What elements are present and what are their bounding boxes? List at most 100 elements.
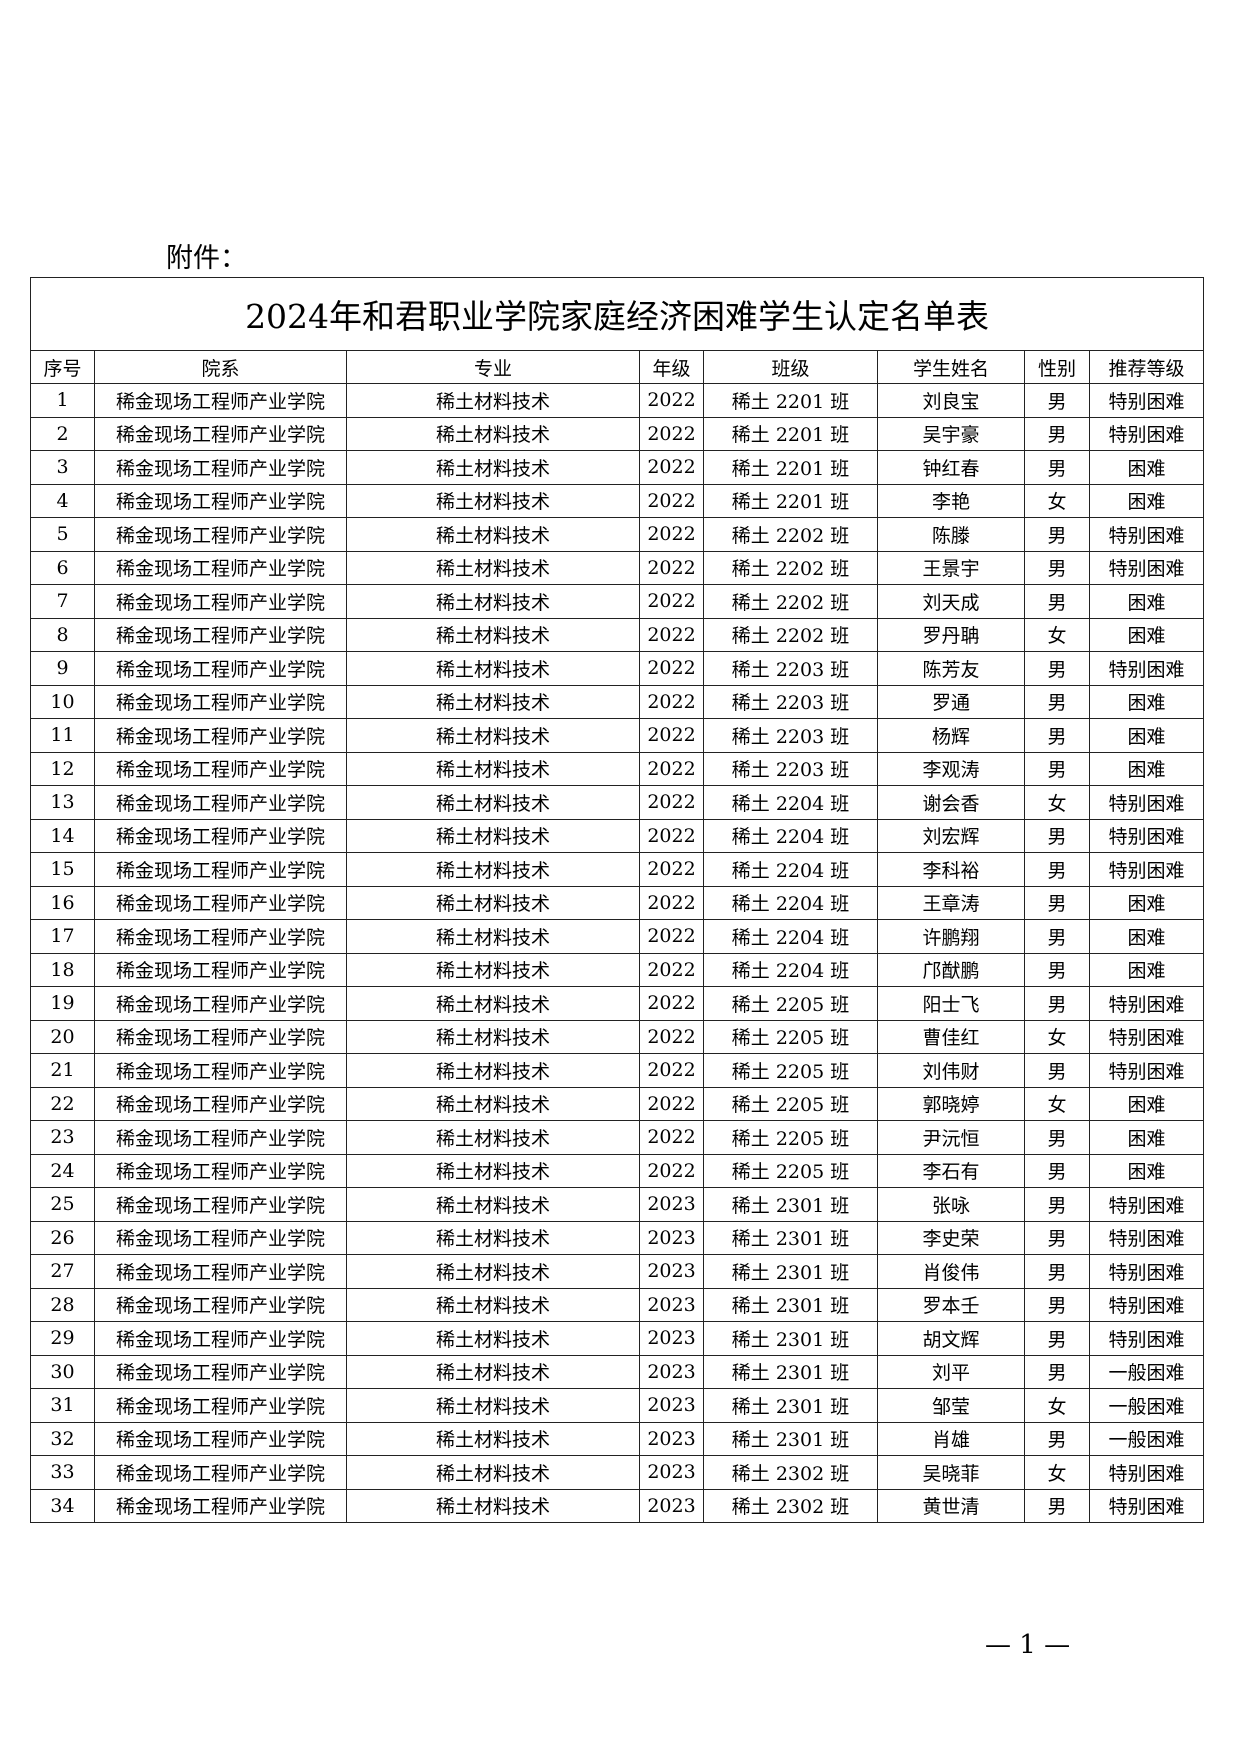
table-row: 32 稀金现场工程师产业学院 稀土材料技术 2023 稀土 2301 班肖雄男一般困难 — [30, 1421, 1205, 1456]
cell-level: 特别困难 — [1088, 1220, 1205, 1255]
cell-student-name: 吴晓菲 — [877, 1455, 1025, 1490]
cell-index: 13 — [30, 785, 95, 820]
cell-grade: 2023 — [639, 1321, 704, 1356]
cell-department: 稀金现场工程师产业学院 — [94, 517, 347, 552]
cell-department: 稀金现场工程师产业学院 — [94, 952, 347, 987]
cell-department: 稀金现场工程师产业学院 — [94, 818, 347, 853]
cell-index: 16 — [30, 885, 95, 920]
table-row: 30 稀金现场工程师产业学院 稀土材料技术 2023 稀土 2301 班刘平男一般困难 — [30, 1354, 1205, 1389]
table-row: 21 稀金现场工程师产业学院 稀土材料技术 2022 稀土 2205 班刘伟财男特别困难 — [30, 1053, 1205, 1088]
cell-level: 困难 — [1088, 450, 1205, 485]
cell-department: 稀金现场工程师产业学院 — [94, 919, 347, 954]
cell-index: 28 — [30, 1287, 95, 1322]
cell-student-name: 谢会香 — [877, 785, 1025, 820]
table-row: 11 稀金现场工程师产业学院 稀土材料技术 2022 稀土 2203 班杨辉男困难 — [30, 718, 1205, 753]
cell-index: 5 — [30, 517, 95, 552]
cell-class: 稀土 2205 班 — [703, 1086, 878, 1121]
cell-class: 稀土 2205 班 — [703, 1120, 878, 1155]
cell-department: 稀金现场工程师产业学院 — [94, 885, 347, 920]
cell-gender: 男 — [1024, 952, 1090, 987]
cell-department: 稀金现场工程师产业学院 — [94, 751, 347, 786]
cell-level: 特别困难 — [1088, 852, 1205, 887]
cell-index: 32 — [30, 1421, 95, 1456]
cell-grade: 2023 — [639, 1220, 704, 1255]
cell-student-name: 吴宇豪 — [877, 416, 1025, 451]
table-row: 3 稀金现场工程师产业学院 稀土材料技术 2022 稀土 2201 班钟红春男困难 — [30, 450, 1205, 485]
cell-class: 稀土 2302 班 — [703, 1488, 878, 1523]
table-row: 24 稀金现场工程师产业学院 稀土材料技术 2022 稀土 2205 班李石有男困难 — [30, 1153, 1205, 1188]
cell-grade: 2023 — [639, 1287, 704, 1322]
cell-gender: 男 — [1024, 1354, 1090, 1389]
table-row: 26 稀金现场工程师产业学院 稀土材料技术 2023 稀土 2301 班李史荣男特别困难 — [30, 1220, 1205, 1255]
cell-index: 23 — [30, 1120, 95, 1155]
cell-student-name: 李史荣 — [877, 1220, 1025, 1255]
cell-level: 特别困难 — [1088, 986, 1205, 1021]
cell-level: 特别困难 — [1088, 1455, 1205, 1490]
cell-student-name: 邹莹 — [877, 1388, 1025, 1423]
cell-index: 10 — [30, 684, 95, 719]
cell-index: 29 — [30, 1321, 95, 1356]
cell-major: 稀土材料技术 — [346, 517, 640, 552]
cell-department: 稀金现场工程师产业学院 — [94, 1120, 347, 1155]
cell-level: 特别困难 — [1088, 416, 1205, 451]
cell-grade: 2022 — [639, 416, 704, 451]
cell-major: 稀土材料技术 — [346, 1220, 640, 1255]
table-row: 33 稀金现场工程师产业学院 稀土材料技术 2023 稀土 2302 班吴晓菲女特别困难 — [30, 1455, 1205, 1490]
cell-index: 8 — [30, 617, 95, 652]
header-col-gender: 性别 — [1024, 350, 1090, 384]
cell-level: 一般困难 — [1088, 1354, 1205, 1389]
cell-department: 稀金现场工程师产业学院 — [94, 718, 347, 753]
cell-department: 稀金现场工程师产业学院 — [94, 852, 347, 887]
cell-grade: 2022 — [639, 684, 704, 719]
cell-class: 稀土 2301 班 — [703, 1254, 878, 1289]
cell-class: 稀土 2204 班 — [703, 885, 878, 920]
table-row: 27 稀金现场工程师产业学院 稀土材料技术 2023 稀土 2301 班肖俊伟男特别困难 — [30, 1254, 1205, 1289]
cell-department: 稀金现场工程师产业学院 — [94, 1053, 347, 1088]
cell-class: 稀土 2301 班 — [703, 1354, 878, 1389]
cell-student-name: 刘伟财 — [877, 1053, 1025, 1088]
cell-student-name: 杨辉 — [877, 718, 1025, 753]
cell-class: 稀土 2301 班 — [703, 1220, 878, 1255]
cell-major: 稀土材料技术 — [346, 751, 640, 786]
cell-department: 稀金现场工程师产业学院 — [94, 1254, 347, 1289]
cell-major: 稀土材料技术 — [346, 1120, 640, 1155]
cell-class: 稀土 2301 班 — [703, 1321, 878, 1356]
cell-level: 特别困难 — [1088, 383, 1205, 418]
cell-index: 30 — [30, 1354, 95, 1389]
cell-level: 特别困难 — [1088, 818, 1205, 853]
cell-grade: 2023 — [639, 1354, 704, 1389]
cell-index: 15 — [30, 852, 95, 887]
cell-index: 17 — [30, 919, 95, 954]
header-col-class: 班级 — [703, 350, 878, 384]
cell-level: 特别困难 — [1088, 1488, 1205, 1523]
header-col-index: 序号 — [30, 350, 95, 384]
cell-class: 稀土 2202 班 — [703, 584, 878, 619]
cell-gender: 男 — [1024, 852, 1090, 887]
table-row: 16 稀金现场工程师产业学院 稀土材料技术 2022 稀土 2204 班王章涛男困难 — [30, 885, 1205, 920]
cell-department: 稀金现场工程师产业学院 — [94, 1153, 347, 1188]
cell-student-name: 张咏 — [877, 1187, 1025, 1222]
cell-student-name: 钟红春 — [877, 450, 1025, 485]
cell-grade: 2022 — [639, 550, 704, 585]
cell-department: 稀金现场工程师产业学院 — [94, 1086, 347, 1121]
cell-level: 困难 — [1088, 483, 1205, 518]
cell-grade: 2023 — [639, 1421, 704, 1456]
header-col-grade: 年级 — [639, 350, 704, 384]
cell-grade: 2023 — [639, 1254, 704, 1289]
cell-index: 33 — [30, 1455, 95, 1490]
cell-student-name: 刘平 — [877, 1354, 1025, 1389]
cell-index: 25 — [30, 1187, 95, 1222]
cell-level: 困难 — [1088, 919, 1205, 954]
cell-grade: 2022 — [639, 584, 704, 619]
table-row: 8 稀金现场工程师产业学院 稀土材料技术 2022 稀土 2202 班罗丹聃女困难 — [30, 617, 1205, 652]
page-number: — 1 — — [985, 1630, 1071, 1660]
cell-gender: 男 — [1024, 684, 1090, 719]
table-row: 13 稀金现场工程师产业学院 稀土材料技术 2022 稀土 2204 班谢会香女特别困难 — [30, 785, 1205, 820]
cell-index: 14 — [30, 818, 95, 853]
cell-class: 稀土 2205 班 — [703, 986, 878, 1021]
cell-grade: 2022 — [639, 1086, 704, 1121]
cell-student-name: 王景宇 — [877, 550, 1025, 585]
table-row: 22 稀金现场工程师产业学院 稀土材料技术 2022 稀土 2205 班郭晓婷女困难 — [30, 1086, 1205, 1121]
cell-department: 稀金现场工程师产业学院 — [94, 1019, 347, 1054]
cell-index: 34 — [30, 1488, 95, 1523]
